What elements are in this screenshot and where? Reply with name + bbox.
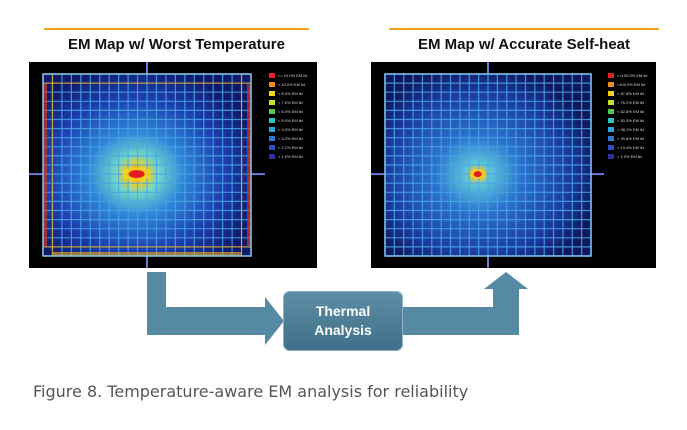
left-legend: >= 10.0% EM lkt < 10.0% EM lkt < 8.0% EM l… [265,62,317,268]
left-legend-label: < 4.0% EM lkt [278,126,303,132]
left-legend-label: < 10.0% EM lkt [278,81,306,87]
right-title-rule [389,28,659,30]
right-legend-swatch [608,144,614,150]
die-boundary [42,73,252,257]
right-legend-swatch [608,90,614,96]
thermal-analysis-line1: Thermal [315,303,371,319]
left-legend-swatch [269,108,275,114]
left-legend-entry: < 5.0% EM lkt [269,116,303,124]
right-panel-title: EM Map w/ Accurate Self-heat [418,36,630,53]
right-legend-entry: >=100.0% EM lkt [608,71,647,79]
left-legend-swatch [269,90,275,96]
right-legend-label: < 13.4% EM lkt [617,144,645,150]
right-legend-swatch [608,108,614,114]
left-legend-label: < 8.0% EM lkt [278,90,303,96]
arrow-into-thermal-analysis [147,272,284,345]
left-legend-swatch [269,144,275,150]
left-legend-swatch [269,117,275,123]
left-legend-swatch [269,153,275,159]
right-legend: >=100.0% EM lkt <100.0% EM lkt < 87.8% EM … [604,62,656,268]
hot-edge-accents [43,84,251,256]
right-legend-swatch [608,153,614,159]
right-legend-label: >=100.0% EM lkt [617,72,648,78]
right-legend-entry: < 13.4% EM lkt [608,143,644,151]
right-legend-entry: < 75.2% EM lkt [608,98,644,106]
em-map-worst-temperature-graphic [29,62,265,268]
right-legend-entry: < 25.8% EM lkt [608,134,644,142]
left-legend-entry: < 3.2% EM lkt [269,134,303,142]
em-map-accurate-self-heat-graphic [371,62,605,268]
left-legend-swatch [269,81,275,87]
left-title-rule [44,28,309,30]
right-legend-entry: < 62.8% EM lkt [608,107,644,115]
em-hotspot [469,169,486,180]
right-legend-label: < 87.8% EM lkt [617,90,645,96]
right-legend-label: < 50.3% EM lkt [617,117,645,123]
right-legend-label: < 38.1% EM lkt [617,126,645,132]
em-map-worst-temperature [29,62,265,268]
left-legend-label: < 1.0% EM lkt [278,153,303,159]
left-legend-entry: < 8.0% EM lkt [269,89,303,97]
right-legend-entry: <100.0% EM lkt [608,80,645,88]
right-legend-entry: < 50.3% EM lkt [608,116,644,124]
right-legend-label: <100.0% EM lkt [617,81,646,87]
left-legend-swatch [269,99,275,105]
right-legend-swatch [608,81,614,87]
right-legend-swatch [608,117,614,123]
left-legend-label: < 6.0% EM lkt [278,108,303,114]
thermal-analysis-line2: Analysis [314,322,372,338]
em-map-accurate-self-heat [371,62,605,268]
left-legend-label: < 5.0% EM lkt [278,117,303,123]
io-pin-stubs [371,62,605,268]
die-boundary [384,73,592,257]
left-legend-entry: < 6.0% EM lkt [269,107,303,115]
right-legend-swatch [608,72,614,78]
left-legend-entry: < 4.0% EM lkt [269,125,303,133]
right-legend-label: < 1.0% EM lkt [617,153,642,159]
right-legend-label: < 75.2% EM lkt [617,99,645,105]
left-legend-entry: >= 10.0% EM lkt [269,71,307,79]
figure-caption: Figure 8. Temperature-aware EM analysis … [33,382,469,401]
left-legend-label: < 7.0% EM lkt [278,99,303,105]
left-legend-entry: < 1.0% EM lkt [269,152,303,160]
em-hotspot [122,167,151,182]
right-legend-label: < 25.8% EM lkt [617,135,645,141]
left-legend-swatch [269,72,275,78]
right-legend-swatch [608,135,614,141]
left-legend-label: >= 10.0% EM lkt [278,72,308,78]
right-legend-swatch [608,126,614,132]
left-legend-label: < 2.1% EM lkt [278,144,303,150]
right-legend-swatch [608,99,614,105]
left-legend-entry: < 10.0% EM lkt [269,80,305,88]
right-legend-label: < 62.8% EM lkt [617,108,645,114]
power-grid-lines [42,73,252,257]
left-legend-label: < 3.2% EM lkt [278,135,303,141]
io-pin-stubs [29,62,265,268]
left-legend-swatch [269,135,275,141]
right-legend-entry: < 87.8% EM lkt [608,89,644,97]
thermal-analysis-box: Thermal Analysis [283,291,403,351]
left-legend-entry: < 7.0% EM lkt [269,98,303,106]
left-legend-swatch [269,126,275,132]
right-legend-entry: < 38.1% EM lkt [608,125,644,133]
right-legend-entry: < 1.0% EM lkt [608,152,642,160]
left-legend-entry: < 2.1% EM lkt [269,143,303,151]
left-panel-title: EM Map w/ Worst Temperature [68,36,285,53]
arrow-out-of-thermal-analysis [403,272,528,335]
